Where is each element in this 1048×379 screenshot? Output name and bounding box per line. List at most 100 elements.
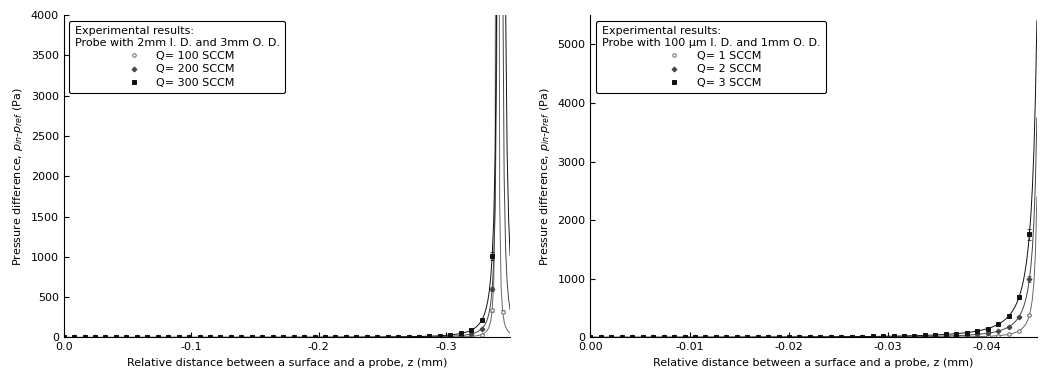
Q= 1 SCCM — [699, 335, 712, 340]
Q= 300 SCCM — [413, 334, 425, 339]
Q= 100 SCCM — [298, 335, 310, 340]
Q= 2 SCCM — [783, 335, 795, 340]
Q= 200 SCCM — [141, 335, 154, 340]
Q= 1 SCCM — [930, 335, 942, 340]
Q= 3 SCCM — [730, 335, 743, 340]
Q= 300 SCCM — [329, 335, 342, 340]
Q= 1 SCCM — [909, 335, 921, 340]
Q= 1 SCCM — [846, 335, 858, 340]
Q= 300 SCCM — [308, 335, 321, 340]
Q= 3 SCCM — [720, 335, 733, 340]
Text: (a): (a) — [72, 22, 95, 39]
Q= 3 SCCM — [657, 335, 670, 340]
Q= 100 SCCM — [79, 335, 91, 340]
Text: (b): (b) — [599, 22, 623, 39]
Q= 200 SCCM — [172, 335, 184, 340]
Q= 3 SCCM — [741, 335, 754, 340]
Q= 200 SCCM — [319, 335, 331, 340]
Q= 3 SCCM — [626, 335, 638, 340]
Q= 300 SCCM — [319, 335, 331, 340]
Q= 3 SCCM — [668, 335, 680, 340]
Q= 1 SCCM — [856, 335, 869, 340]
Q= 100 SCCM — [371, 335, 384, 340]
Q= 2 SCCM — [939, 334, 952, 338]
X-axis label: Relative distance between a surface and a probe, z (mm): Relative distance between a surface and … — [654, 358, 974, 368]
Y-axis label: Pressure difference, $p_{in}$-$p_{ref}$ (Pa): Pressure difference, $p_{in}$-$p_{ref}$ … — [538, 87, 552, 266]
Q= 100 SCCM — [58, 335, 70, 340]
Q= 1 SCCM — [804, 335, 816, 340]
Line: Q= 2 SCCM: Q= 2 SCCM — [589, 277, 1031, 339]
Q= 3 SCCM — [762, 335, 774, 339]
Q= 1 SCCM — [647, 335, 659, 340]
Q= 3 SCCM — [949, 331, 962, 336]
Q= 300 SCCM — [256, 335, 268, 340]
Q= 100 SCCM — [182, 335, 195, 340]
Q= 300 SCCM — [277, 335, 289, 340]
Q= 2 SCCM — [720, 335, 733, 340]
Q= 1 SCCM — [720, 335, 733, 340]
Q= 1 SCCM — [960, 335, 973, 339]
Q= 300 SCCM — [340, 335, 352, 340]
Q= 100 SCCM — [172, 335, 184, 340]
Q= 300 SCCM — [444, 333, 457, 337]
Q= 2 SCCM — [814, 335, 827, 340]
Q= 200 SCCM — [413, 335, 425, 339]
Q= 3 SCCM — [605, 335, 617, 340]
Q= 200 SCCM — [161, 335, 174, 340]
Q= 2 SCCM — [730, 335, 743, 340]
Q= 3 SCCM — [856, 334, 869, 339]
Q= 200 SCCM — [131, 335, 144, 340]
Q= 3 SCCM — [991, 322, 1004, 327]
Q= 2 SCCM — [846, 335, 858, 339]
Q= 300 SCCM — [203, 335, 216, 340]
Q= 300 SCCM — [172, 335, 184, 340]
Q= 200 SCCM — [444, 334, 457, 338]
Q= 1 SCCM — [939, 335, 952, 339]
Q= 1 SCCM — [668, 335, 680, 340]
Q= 1 SCCM — [626, 335, 638, 340]
Q= 100 SCCM — [444, 335, 457, 340]
Q= 100 SCCM — [203, 335, 216, 340]
Line: Q= 300 SCCM: Q= 300 SCCM — [62, 0, 504, 339]
Q= 200 SCCM — [235, 335, 247, 340]
Q= 2 SCCM — [888, 335, 900, 339]
Q= 300 SCCM — [89, 335, 102, 340]
Q= 300 SCCM — [434, 334, 446, 338]
Q= 1 SCCM — [898, 335, 911, 340]
Q= 2 SCCM — [835, 335, 848, 340]
Q= 100 SCCM — [131, 335, 144, 340]
Q= 2 SCCM — [970, 332, 983, 337]
Q= 300 SCCM — [151, 335, 163, 340]
Q= 100 SCCM — [266, 335, 279, 340]
Q= 3 SCCM — [835, 334, 848, 339]
Q= 200 SCCM — [193, 335, 205, 340]
Q= 100 SCCM — [465, 334, 478, 339]
Q= 100 SCCM — [214, 335, 226, 340]
Q= 300 SCCM — [287, 335, 300, 340]
Q= 300 SCCM — [193, 335, 205, 340]
Q= 2 SCCM — [668, 335, 680, 340]
Q= 2 SCCM — [981, 331, 994, 335]
Q= 1 SCCM — [981, 334, 994, 338]
Q= 100 SCCM — [141, 335, 154, 340]
Q= 300 SCCM — [402, 334, 415, 339]
Q= 200 SCCM — [121, 335, 133, 340]
Q= 100 SCCM — [193, 335, 205, 340]
Q= 200 SCCM — [340, 335, 352, 340]
Q= 300 SCCM — [392, 335, 405, 339]
Q= 100 SCCM — [350, 335, 363, 340]
Q= 1 SCCM — [793, 335, 806, 340]
Q= 100 SCCM — [434, 335, 446, 340]
Q= 100 SCCM — [455, 335, 467, 339]
Q= 200 SCCM — [110, 335, 123, 340]
Q= 2 SCCM — [825, 335, 837, 340]
Q= 200 SCCM — [423, 335, 436, 339]
Q= 100 SCCM — [161, 335, 174, 340]
Legend: Q= 1 SCCM, Q= 2 SCCM, Q= 3 SCCM: Q= 1 SCCM, Q= 2 SCCM, Q= 3 SCCM — [596, 21, 826, 93]
Q= 300 SCCM — [381, 335, 394, 339]
Q= 1 SCCM — [709, 335, 722, 340]
Legend: Q= 100 SCCM, Q= 200 SCCM, Q= 300 SCCM: Q= 100 SCCM, Q= 200 SCCM, Q= 300 SCCM — [69, 21, 285, 93]
Q= 3 SCCM — [1012, 295, 1025, 299]
Q= 200 SCCM — [79, 335, 91, 340]
Q= 2 SCCM — [856, 335, 869, 339]
